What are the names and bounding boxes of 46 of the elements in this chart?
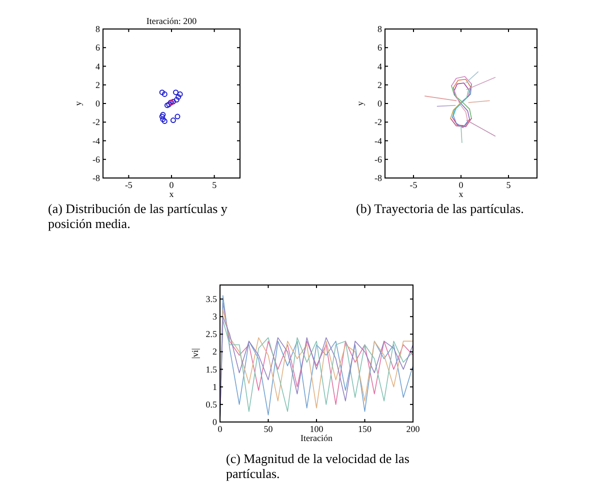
y-tick-label: 8 — [96, 24, 100, 34]
x-tick-label: 200 — [406, 424, 420, 434]
x-tick-label: 150 — [358, 424, 372, 434]
y-tick-label: -4 — [374, 136, 382, 146]
y-tick-label: -6 — [92, 154, 100, 164]
x-tick-label: 5 — [212, 180, 218, 190]
y-tick-label: 1.5 — [206, 364, 218, 374]
x-tick-label: -5 — [124, 180, 133, 190]
y-tick-label: -2 — [374, 117, 382, 128]
x-tick-label: 0 — [458, 180, 464, 190]
y-tick-label: 6 — [96, 42, 100, 53]
y-tick-label: -8 — [374, 173, 382, 183]
chart-title: Iteración: 200 — [146, 16, 198, 26]
x-axis-title: x — [169, 189, 174, 199]
y-tick-label: -2 — [92, 117, 100, 128]
y-axis-title: y — [355, 100, 365, 106]
x-tick-label: 0 — [169, 180, 174, 190]
y-axis-title: |vi| — [190, 348, 200, 359]
y-tick-label: 2 — [378, 80, 382, 90]
y-tick-label: -6 — [374, 154, 382, 164]
y-tick-label: 8 — [378, 24, 382, 34]
y-tick-label: 6 — [378, 42, 382, 53]
x-axis-title: Iteración — [300, 433, 333, 443]
x-tick-label: -5 — [410, 180, 418, 190]
x-tick-label: 100 — [310, 424, 324, 434]
y-tick-label: 0 — [212, 417, 218, 427]
x-tick-label: 5 — [506, 180, 512, 190]
y-axis-title: y — [73, 100, 83, 106]
y-tick-label: 4 — [378, 61, 382, 72]
y-tick-label: 0 — [96, 98, 100, 108]
x-axis-title: x — [458, 189, 464, 199]
y-tick-label: 0 — [378, 98, 382, 108]
y-tick-label: 3 — [212, 312, 218, 322]
text: (c) Magnitud de la velocidad de las partículas. — [226, 451, 410, 481]
y-tick-label: 3.5 — [206, 294, 218, 304]
y-tick-label: 0.5 — [206, 399, 218, 410]
y-tick-label: 2.5 — [206, 329, 218, 340]
text: (b) Trayectoria de las partículas. — [356, 201, 524, 216]
y-tick-label: 4 — [96, 61, 100, 72]
y-tick-label: -8 — [92, 173, 100, 183]
y-tick-label: 1 — [212, 382, 217, 392]
y-tick-label: 2 — [212, 346, 217, 357]
y-tick-label: -4 — [92, 136, 100, 146]
y-tick-label: 2 — [96, 80, 100, 90]
x-tick-label: 50 — [264, 424, 274, 434]
text: (a) Distribución de las partículas y posición media. — [48, 201, 228, 231]
